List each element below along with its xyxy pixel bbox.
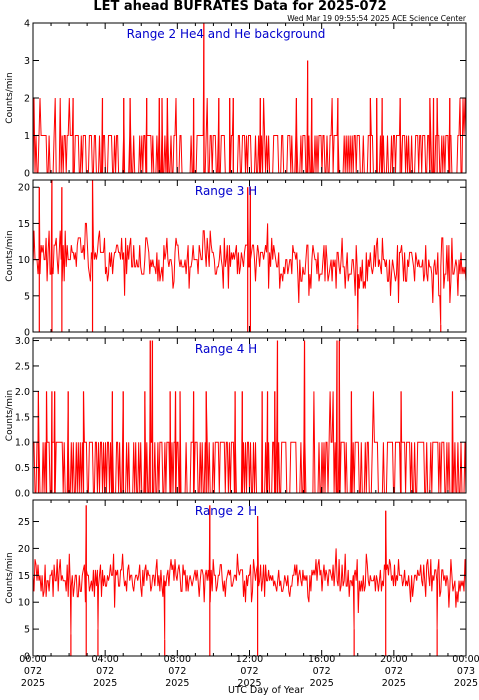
x-tick-label: 072 xyxy=(24,666,42,677)
x-tick-label: 2025 xyxy=(93,678,117,689)
series-line xyxy=(33,340,467,494)
y-tick-label: 0.5 xyxy=(15,463,30,474)
x-tick-label: 072 xyxy=(168,666,186,677)
x-tick-label: 04:00 xyxy=(91,654,118,665)
y-axis-label: Counts/min xyxy=(5,390,15,441)
series-line xyxy=(32,179,467,325)
y-tick-label: 15 xyxy=(18,571,30,582)
x-tick-label: 00:00 xyxy=(452,654,479,665)
x-tick-label: 16:00 xyxy=(308,654,335,665)
panel-2: 0 5 10 15 20 Counts/min Range 3 H xyxy=(5,179,467,339)
y-tick-label: 0 xyxy=(24,328,30,339)
y-tick-label: 10 xyxy=(18,598,30,609)
series-line xyxy=(32,505,467,640)
x-tick-label: 072 xyxy=(96,666,114,677)
y-tick-label: 2.5 xyxy=(15,361,30,372)
y-tick-label: 20 xyxy=(18,183,30,194)
x-tick-label: 2025 xyxy=(21,678,45,689)
y-tick-label: 3 xyxy=(24,56,30,67)
panel-4: 0 5 10 15 20 25 Counts/min Range 2 H xyxy=(5,499,467,663)
x-tick-label: 072 xyxy=(313,666,331,677)
panel-label: Range 3 H xyxy=(195,184,257,198)
y-tick-label: 0 xyxy=(24,652,30,663)
x-axis-label: UTC Day of Year xyxy=(228,685,304,696)
panel-label: Range 2 H xyxy=(195,504,257,518)
x-tick-label: 2025 xyxy=(310,678,334,689)
x-tick-label: 072 xyxy=(385,666,403,677)
y-tick-label: 5 xyxy=(24,625,30,636)
chart-title: LET ahead BUFRATES Data for 2025-072 xyxy=(93,0,386,14)
y-tick-label: 15 xyxy=(18,219,30,230)
y-tick-label: 10 xyxy=(18,255,30,266)
x-axis: 00:00072202504:00072202508:00072202512:0… xyxy=(19,654,479,689)
y-tick-label: 0.0 xyxy=(15,489,30,500)
x-tick-label: 2025 xyxy=(165,678,189,689)
panels: 0 1 2 3 4 Counts/min Range 2 He4 and He backgr… xyxy=(5,19,467,663)
y-axis-label: Counts/min xyxy=(5,552,15,603)
panel-label: Range 2 He4 and He background xyxy=(127,27,326,41)
timestamp: Wed Mar 19 09:55:54 2025 ACE Science Cen… xyxy=(287,14,467,23)
x-tick-label: 20:00 xyxy=(380,654,407,665)
x-tick-label: 073 xyxy=(457,666,475,677)
y-tick-label: 2 xyxy=(24,94,30,105)
y-tick-label: 0 xyxy=(24,169,30,180)
panel-1: 0 1 2 3 4 Counts/min Range 2 He4 and He backgr… xyxy=(5,19,467,180)
y-tick-label: 1.0 xyxy=(15,438,30,449)
x-tick-label: 12:00 xyxy=(236,654,263,665)
y-tick-label: 5 xyxy=(24,291,30,302)
y-tick-label: 25 xyxy=(18,517,30,528)
y-tick-label: 1 xyxy=(24,131,30,142)
y-axis-label: Counts/min xyxy=(5,72,15,123)
x-tick-label: 08:00 xyxy=(164,654,191,665)
y-axis-label: Counts/min xyxy=(5,230,15,281)
y-tick-label: 3.0 xyxy=(15,336,30,347)
x-tick-label: 072 xyxy=(240,666,258,677)
y-tick-label: 4 xyxy=(24,19,30,30)
series-line xyxy=(32,22,467,174)
x-tick-label: 00:00 xyxy=(19,654,46,665)
y-tick-label: 2.0 xyxy=(15,387,30,398)
x-tick-label: 2025 xyxy=(382,678,406,689)
y-tick-label: 1.5 xyxy=(15,412,30,423)
x-tick-label: 2025 xyxy=(454,678,478,689)
x-tick-label: 2025 xyxy=(237,678,261,689)
y-tick-label: 20 xyxy=(18,544,30,555)
panel-3: 0.0 0.5 1.0 1.5 2.0 2.5 3.0 Counts/min Range 4 H xyxy=(5,336,467,500)
panel-label: Range 4 H xyxy=(195,342,257,356)
